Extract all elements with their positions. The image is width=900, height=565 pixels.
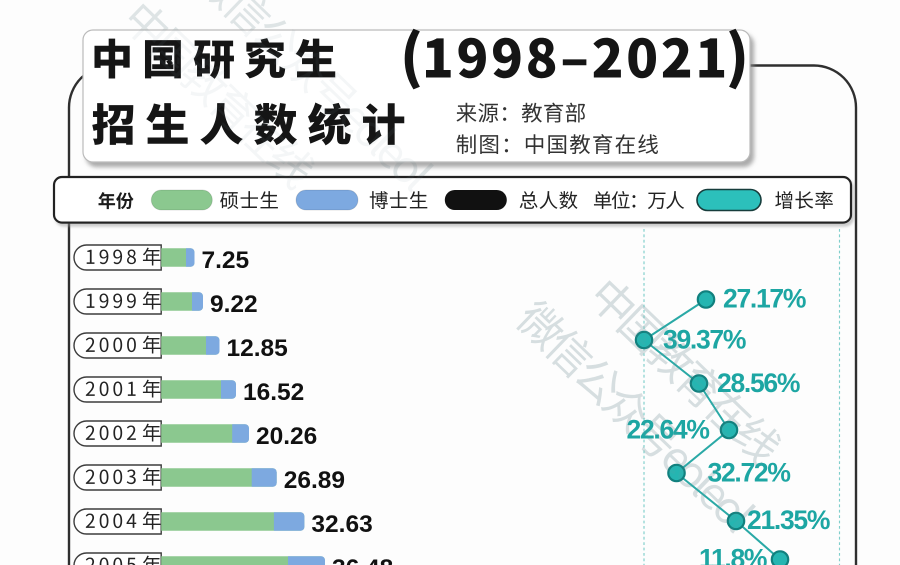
svg-text:20.26: 20.26 [256,423,317,450]
svg-text:26.89: 26.89 [284,467,345,494]
svg-text:16.52: 16.52 [243,379,304,406]
svg-text:21.35%: 21.35% [747,505,830,535]
svg-text:9.22: 9.22 [210,291,258,318]
svg-text:32.63: 32.63 [311,511,372,538]
svg-text:36.48: 36.48 [332,555,393,565]
svg-text:7.25: 7.25 [202,247,250,274]
svg-text:11.8%: 11.8% [699,544,767,565]
svg-text:32.72%: 32.72% [708,458,791,488]
svg-text:27.17%: 27.17% [723,284,806,314]
svg-text:12.85: 12.85 [227,335,288,362]
svg-text:28.56%: 28.56% [717,368,800,398]
svg-text:39.37%: 39.37% [663,325,746,355]
svg-text:22.64%: 22.64% [627,415,710,445]
